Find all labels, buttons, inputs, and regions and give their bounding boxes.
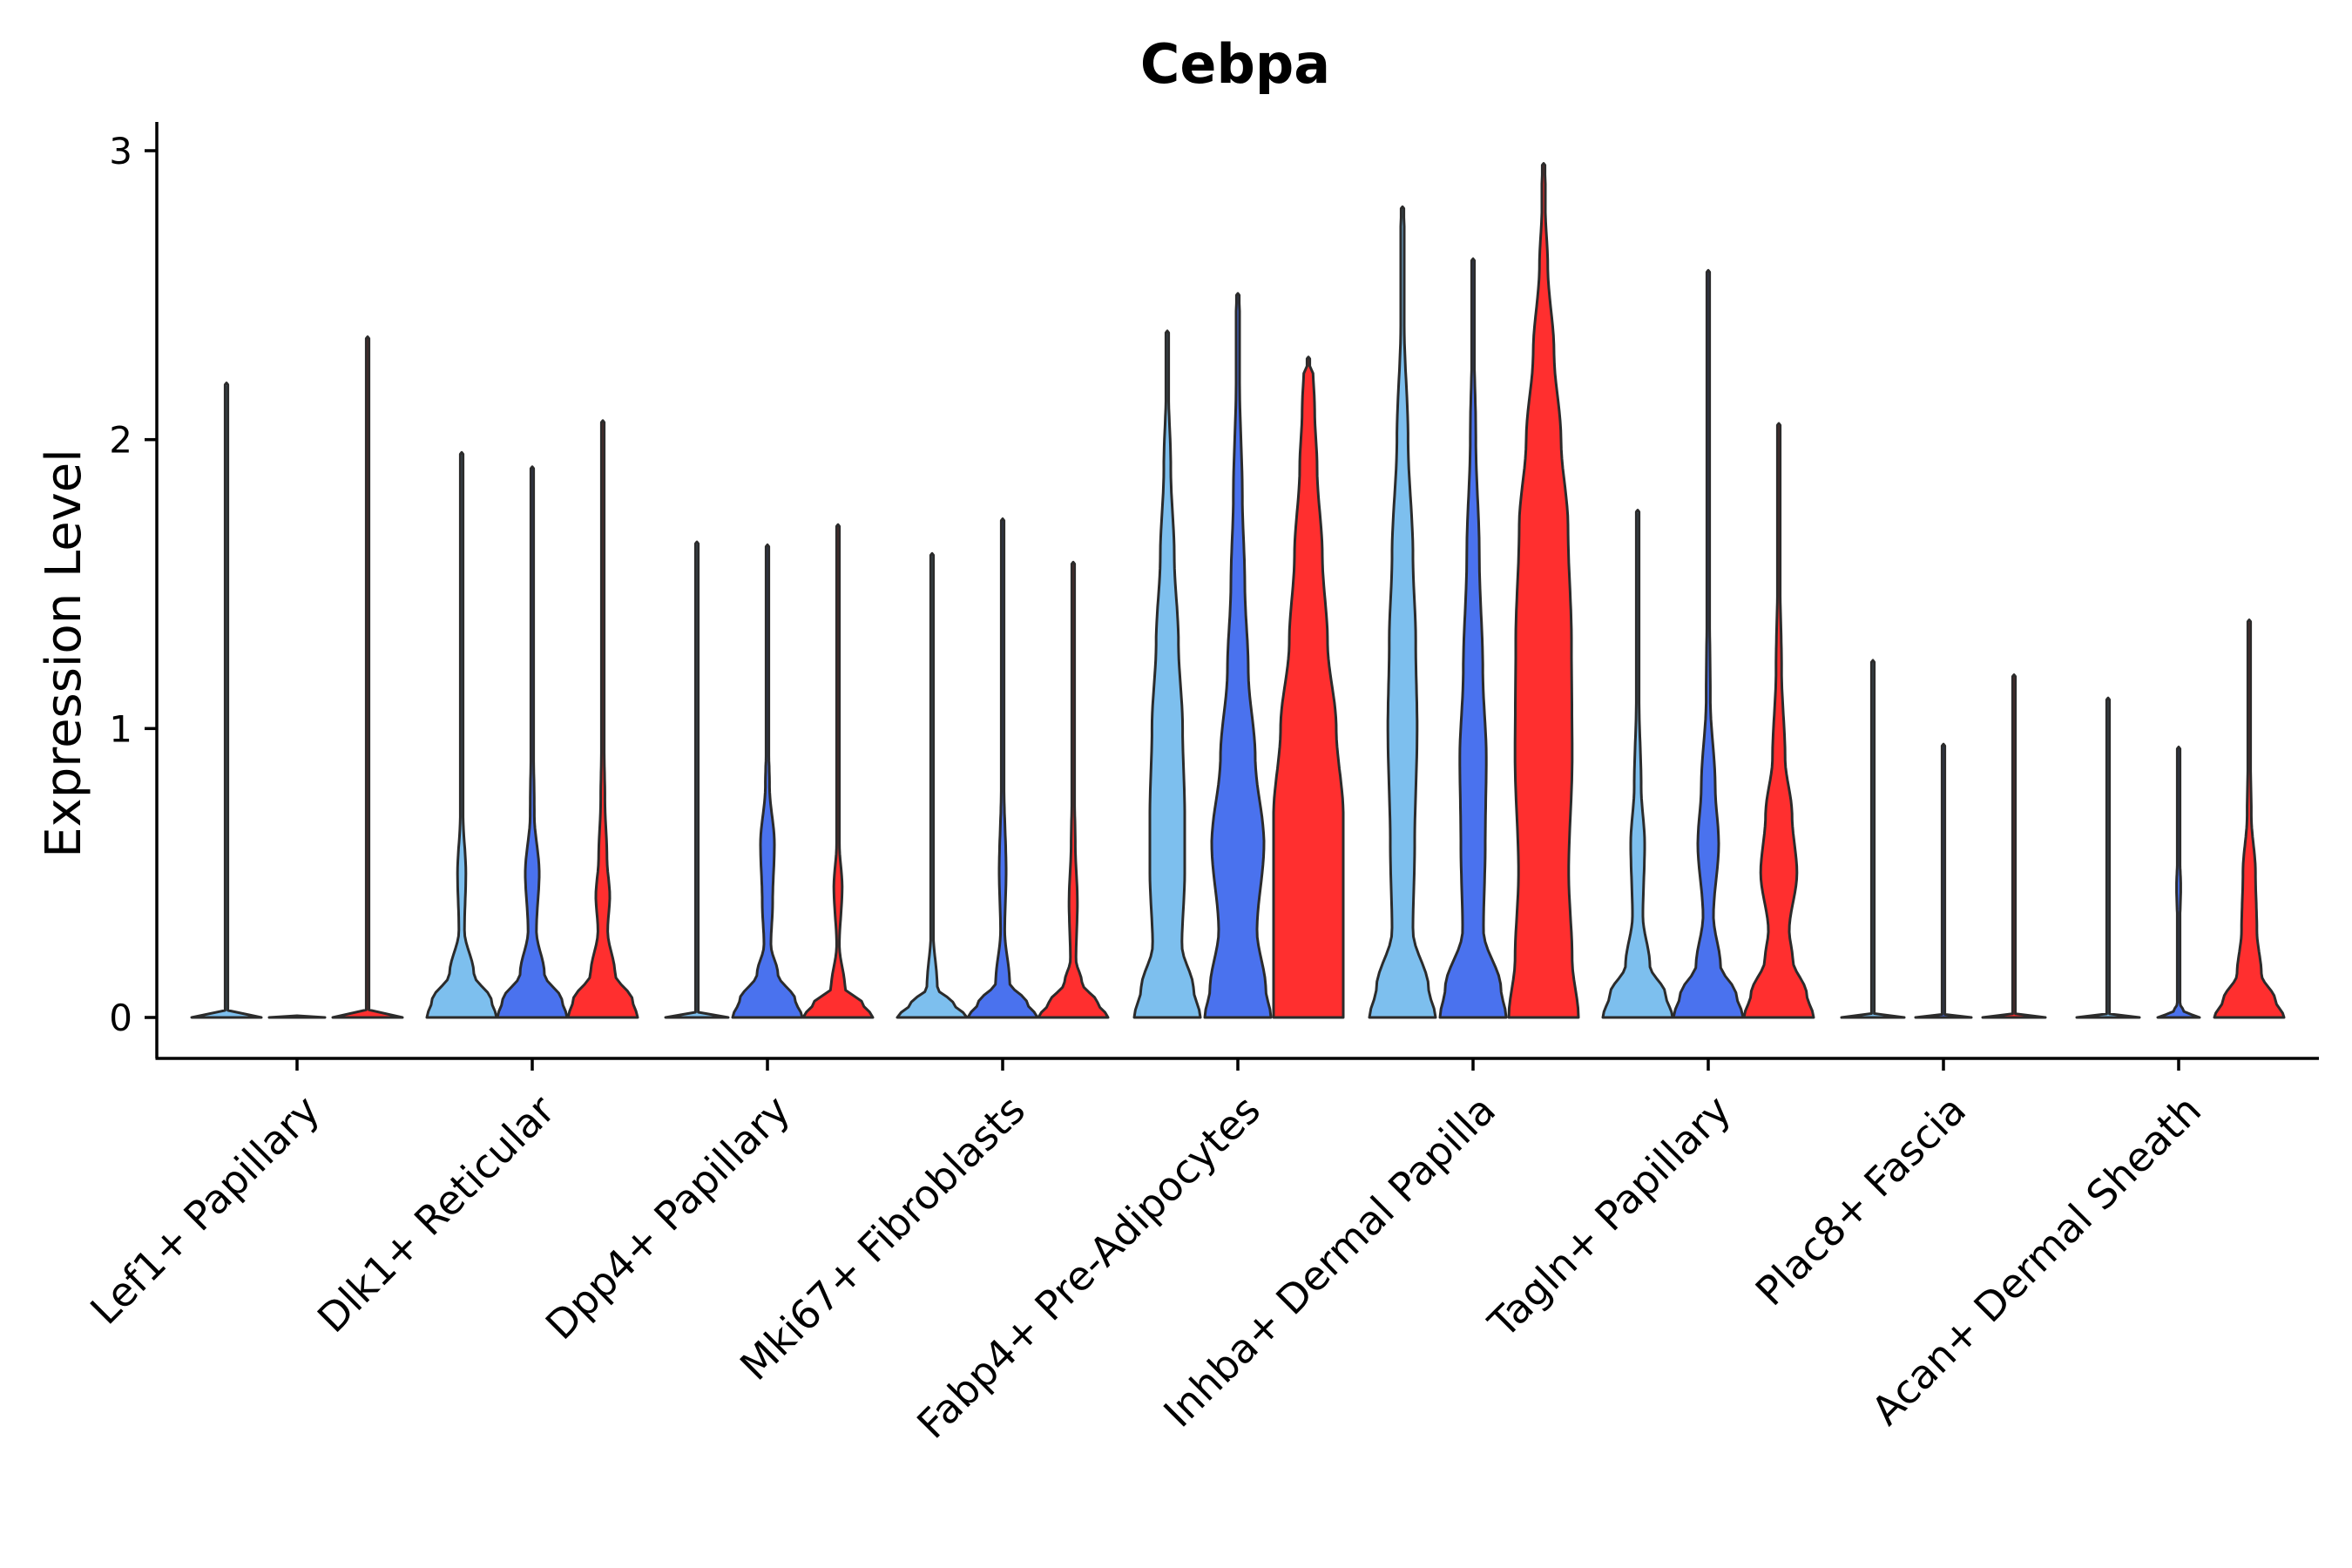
x-category-label: Lef1+ Papillary (81, 1086, 328, 1334)
violin-1-2 (566, 419, 639, 1019)
violin-0-0 (190, 382, 263, 1019)
violin-3-1 (966, 517, 1039, 1019)
violin-4-0 (1132, 329, 1202, 1019)
x-category-label: Tagln+ Papillary (1479, 1086, 1740, 1348)
x-category-label: Dpp4+ Papillary (537, 1086, 799, 1348)
violin-8-1 (2156, 746, 2201, 1019)
y-axis-label: Expression Level (36, 449, 92, 858)
violin-1-0 (425, 450, 498, 1019)
violin-2-0 (664, 540, 730, 1019)
y-tick-label-3: 3 (109, 130, 132, 172)
x-category-label: Dlk1+ Reticular (308, 1086, 564, 1342)
violin-7-1 (1914, 742, 1973, 1019)
y-tick-label-1: 1 (109, 707, 132, 750)
violin-2-2 (801, 523, 875, 1019)
violin-8-2 (2213, 618, 2286, 1019)
violins-layer (190, 162, 2286, 1019)
violin-3-2 (1037, 560, 1110, 1019)
violin-4-1 (1203, 292, 1273, 1019)
violin-6-1 (1672, 268, 1745, 1019)
violin-0-2 (331, 335, 404, 1019)
violin-7-2 (1981, 673, 2047, 1019)
violin-6-0 (1601, 509, 1674, 1019)
violin-3-0 (896, 551, 969, 1019)
violin-8-0 (2075, 696, 2141, 1019)
y-tick-label-2: 2 (109, 419, 132, 462)
violin-5-0 (1368, 205, 1437, 1019)
violin-5-1 (1438, 257, 1508, 1019)
chart-title: Cebpa (1140, 32, 1330, 96)
violin-6-2 (1742, 422, 1815, 1019)
violin-1-1 (496, 465, 569, 1019)
violin-0-1 (267, 1014, 327, 1019)
violin-7-0 (1840, 659, 1906, 1019)
x-category-label: Plac8+ Fascia (1747, 1086, 1975, 1315)
violin-2-1 (731, 543, 804, 1019)
y-tick-label-0: 0 (109, 997, 132, 1039)
violin-5-2 (1507, 162, 1580, 1019)
violin-4-2 (1272, 355, 1345, 1019)
